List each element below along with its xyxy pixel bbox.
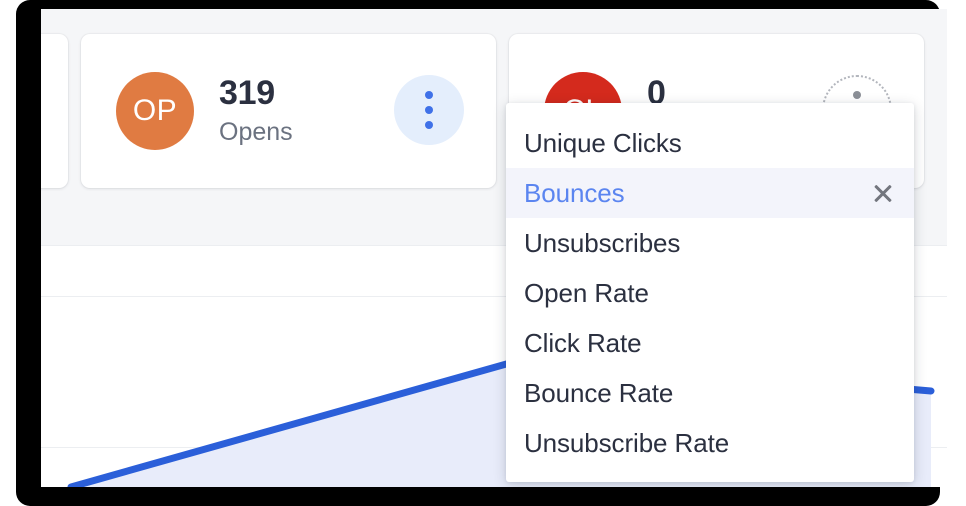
menu-item-bounce-rate[interactable]: Bounce Rate (506, 368, 914, 418)
kebab-dot (425, 106, 433, 114)
kpi-card-partial[interactable] (41, 34, 68, 188)
chart-gridline (41, 296, 947, 297)
kpi-value-opens: 319 (219, 74, 275, 112)
metric-selector-dropdown[interactable]: Unique Clicks Bounces Unsubscribes Open … (506, 103, 914, 482)
menu-item-label: Open Rate (524, 277, 649, 308)
menu-item-open-rate[interactable]: Open Rate (506, 268, 914, 318)
kpi-text-opens: 319 Opens (219, 76, 293, 147)
menu-item-click-rate[interactable]: Click Rate (506, 318, 914, 368)
kebab-dot (425, 91, 433, 99)
menu-item-label: Click Rate (524, 327, 642, 358)
kebab-dot (425, 121, 433, 129)
menu-item-label: Unsubscribes (524, 227, 681, 258)
kebab-dot (853, 91, 861, 99)
device-frame: OP 319 Opens CL 0 Clicks (16, 0, 947, 506)
menu-item-label: Unique Clicks (524, 127, 682, 158)
metric-badge-opens: OP (116, 72, 194, 150)
menu-item-unsubscribes[interactable]: Unsubscribes (506, 218, 914, 268)
app-viewport: OP 319 Opens CL 0 Clicks (41, 9, 947, 487)
menu-item-label: Bounces (524, 177, 625, 208)
chart-gridline (41, 245, 947, 246)
menu-item-bounces[interactable]: Bounces (506, 168, 914, 218)
menu-item-unique-clicks[interactable]: Unique Clicks (506, 118, 914, 168)
menu-item-label: Unsubscribe Rate (524, 427, 730, 458)
kpi-label-opens: Opens (219, 118, 293, 146)
kpi-card-opens[interactable]: OP 319 Opens (81, 34, 496, 188)
kebab-menu-icon-opens[interactable] (394, 75, 464, 145)
menu-item-label: Bounce Rate (524, 377, 674, 408)
menu-item-unsubscribe-rate[interactable]: Unsubscribe Rate (506, 418, 914, 468)
close-icon[interactable] (872, 182, 894, 204)
kpi-value-clicks: 0 (647, 74, 666, 112)
